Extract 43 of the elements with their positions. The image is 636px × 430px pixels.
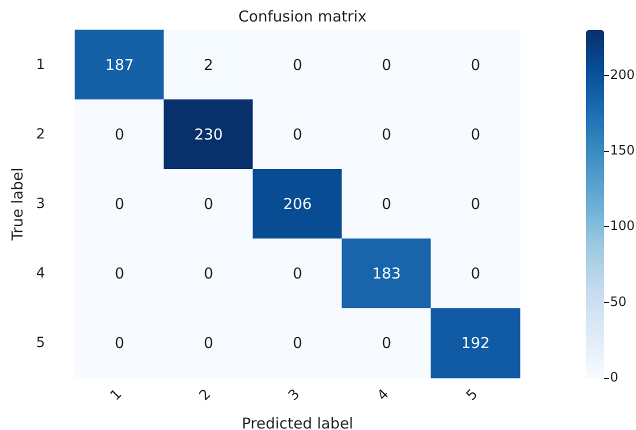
data-label: 0 [470, 264, 480, 283]
color-bar-label: 150 [610, 144, 635, 159]
data-label: 230 [194, 125, 223, 144]
data-label: 0 [292, 334, 302, 352]
x-tick-label: 1 [108, 386, 126, 404]
data-label: 2 [204, 56, 214, 74]
data-label: 0 [382, 56, 392, 74]
x-tick-label: 4 [374, 386, 392, 404]
y-tick-label: 5 [36, 335, 45, 352]
data-label: 183 [372, 264, 401, 283]
data-label: 187 [105, 56, 134, 74]
data-label: 192 [461, 334, 490, 352]
data-label: 0 [114, 195, 124, 213]
x-axis-title: Predicted label [242, 414, 354, 430]
data-label: 0 [204, 334, 214, 352]
y-tick-label: 2 [36, 126, 45, 142]
data-label: 0 [470, 195, 480, 213]
color-bar-label: 200 [610, 68, 635, 83]
data-label: 0 [382, 334, 392, 352]
chart-title: Confusion matrix [238, 8, 367, 26]
data-label: 0 [292, 264, 302, 283]
color-bar-label: 50 [610, 294, 627, 310]
data-label: 0 [204, 195, 214, 213]
data-label: 206 [283, 195, 312, 213]
color-bar-label: 0 [610, 370, 618, 386]
x-tick-label: 2 [196, 386, 214, 404]
data-label: 0 [382, 195, 392, 213]
color-bar-label: 100 [610, 219, 635, 234]
data-label: 0 [382, 125, 392, 144]
data-label: 0 [114, 264, 124, 283]
x-tick-label: 3 [286, 386, 304, 404]
data-label: 0 [292, 125, 302, 144]
x-tick-label: 5 [464, 386, 482, 404]
data-label: 0 [204, 264, 214, 283]
data-label: 0 [470, 125, 480, 144]
y-axis-title: True label [8, 168, 27, 242]
y-tick-label: 4 [36, 266, 46, 282]
data-label: 0 [292, 56, 302, 74]
y-tick-label: 1 [36, 56, 45, 73]
data-label: 0 [470, 56, 480, 74]
y-tick-label: 3 [36, 196, 45, 212]
data-label: 0 [114, 334, 124, 352]
data-label: 0 [114, 125, 124, 144]
